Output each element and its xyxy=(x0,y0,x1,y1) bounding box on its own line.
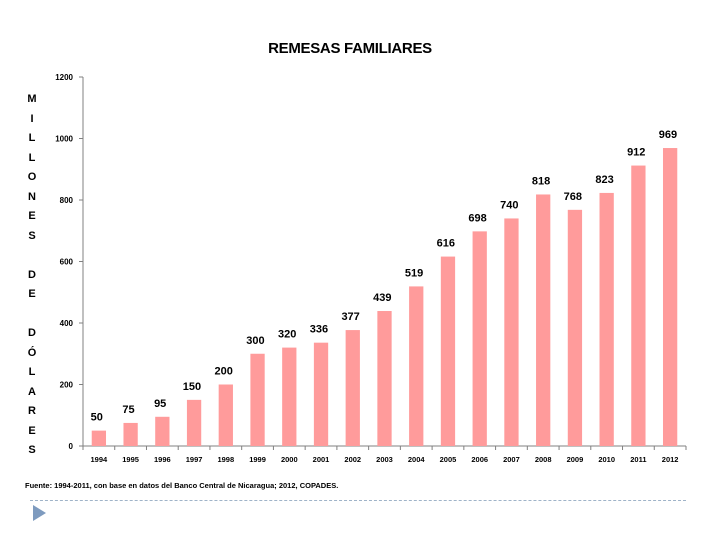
y-axis-label-letter: I xyxy=(30,112,34,125)
y-tick-label: 200 xyxy=(60,381,74,390)
chart-axes: 0 200 400 600 800 1000 1200 1994 1995 1996 1997 199… xyxy=(55,73,687,464)
bar xyxy=(250,353,265,446)
x-tick-label: 2010 xyxy=(598,455,615,464)
x-tick-label: 2012 xyxy=(662,455,679,464)
x-tick-label: 1995 xyxy=(122,455,139,464)
data-label: 150 xyxy=(183,381,201,393)
x-tick-label: 1999 xyxy=(249,455,266,464)
chart-title: REMESAS FAMILIARES xyxy=(268,40,432,57)
bar xyxy=(409,286,424,446)
data-label: 200 xyxy=(214,366,232,378)
data-label: 768 xyxy=(564,191,582,203)
data-label: 439 xyxy=(373,292,391,304)
y-axis-label-letter: M xyxy=(27,93,37,105)
data-label: 300 xyxy=(246,335,264,347)
y-axis-label-letter: E xyxy=(28,288,36,300)
data-label: 912 xyxy=(627,147,645,159)
x-tick-label: 2003 xyxy=(376,455,393,464)
y-axis-label-letter: E xyxy=(28,424,36,437)
bar xyxy=(536,194,551,446)
chart-data-labels: 50 75 95 150 200 300 320 336 377 439 519 616 698 740 8… xyxy=(91,129,678,424)
y-axis-label-letter: O xyxy=(27,171,37,183)
data-label: 95 xyxy=(154,398,166,410)
y-axis-label-letter: S xyxy=(28,229,36,242)
data-label: 616 xyxy=(437,238,455,250)
y-tick-label: 800 xyxy=(60,196,74,205)
y-tick-label: 1000 xyxy=(55,135,73,144)
y-axis-label-letter: R xyxy=(28,405,36,417)
y-axis-label-letter: Ó xyxy=(27,346,37,359)
bar xyxy=(186,399,202,446)
y-tick-label: 1200 xyxy=(55,73,73,82)
data-label: 969 xyxy=(659,129,677,141)
y-axis-label-letter: D xyxy=(28,268,36,281)
bar xyxy=(155,416,170,446)
y-tick-label: 600 xyxy=(60,258,74,267)
data-label: 740 xyxy=(500,199,518,211)
bar xyxy=(345,330,360,446)
y-axis-label-letter: A xyxy=(28,385,36,398)
y-axis-label-letter: E xyxy=(28,210,36,222)
x-tick-label: 2004 xyxy=(408,455,426,464)
data-label: 75 xyxy=(122,404,134,416)
bar xyxy=(91,430,107,446)
y-axis-label-letter: L xyxy=(28,132,36,144)
y-axis-label-letter: L xyxy=(28,151,36,164)
bar xyxy=(599,192,614,446)
x-tick-label: 1996 xyxy=(154,455,171,464)
bar xyxy=(123,422,138,446)
bar xyxy=(662,148,678,446)
x-tick-label: 2005 xyxy=(440,455,457,464)
x-tick-label: 2008 xyxy=(535,455,552,464)
y-axis-label-letter: D xyxy=(28,327,36,339)
data-label: 320 xyxy=(278,329,296,341)
x-tick-label: 1994 xyxy=(91,455,109,464)
bar xyxy=(631,165,646,446)
x-tick-label: 2011 xyxy=(630,455,646,464)
x-tick-label: 2000 xyxy=(281,455,298,464)
data-label: 823 xyxy=(595,174,613,186)
data-label: 519 xyxy=(405,267,423,279)
y-axis-label-letter: L xyxy=(28,366,36,378)
x-tick-label: 2002 xyxy=(344,455,361,464)
x-tick-label: 2001 xyxy=(313,455,330,464)
bar xyxy=(218,384,233,446)
bar xyxy=(567,209,583,446)
bar xyxy=(313,342,329,446)
data-label: 336 xyxy=(310,324,328,336)
bar xyxy=(282,347,297,446)
bar xyxy=(504,218,519,446)
x-tick-label: 2007 xyxy=(503,455,520,464)
x-tick-label: 1997 xyxy=(186,455,203,464)
slide-bullet-arrow-icon xyxy=(33,505,46,521)
y-axis-label-letter: N xyxy=(28,190,36,203)
data-label: 377 xyxy=(341,311,359,323)
x-tick-label: 2009 xyxy=(567,455,584,464)
y-tick-label: 0 xyxy=(69,442,74,451)
source-note: Fuente: 1994-2011, con base en datos del… xyxy=(25,481,339,490)
data-label: 818 xyxy=(532,175,550,187)
x-tick-label: 1998 xyxy=(217,455,234,464)
chart-bars xyxy=(91,148,678,446)
bar xyxy=(472,231,487,446)
bar xyxy=(440,256,456,446)
data-label: 698 xyxy=(468,212,486,224)
data-label: 50 xyxy=(91,412,103,424)
x-tick-label: 2006 xyxy=(471,455,488,464)
footer-divider xyxy=(30,500,686,501)
y-axis-label-letter: S xyxy=(28,444,36,456)
bar xyxy=(377,311,392,446)
y-tick-label: 400 xyxy=(60,319,74,328)
